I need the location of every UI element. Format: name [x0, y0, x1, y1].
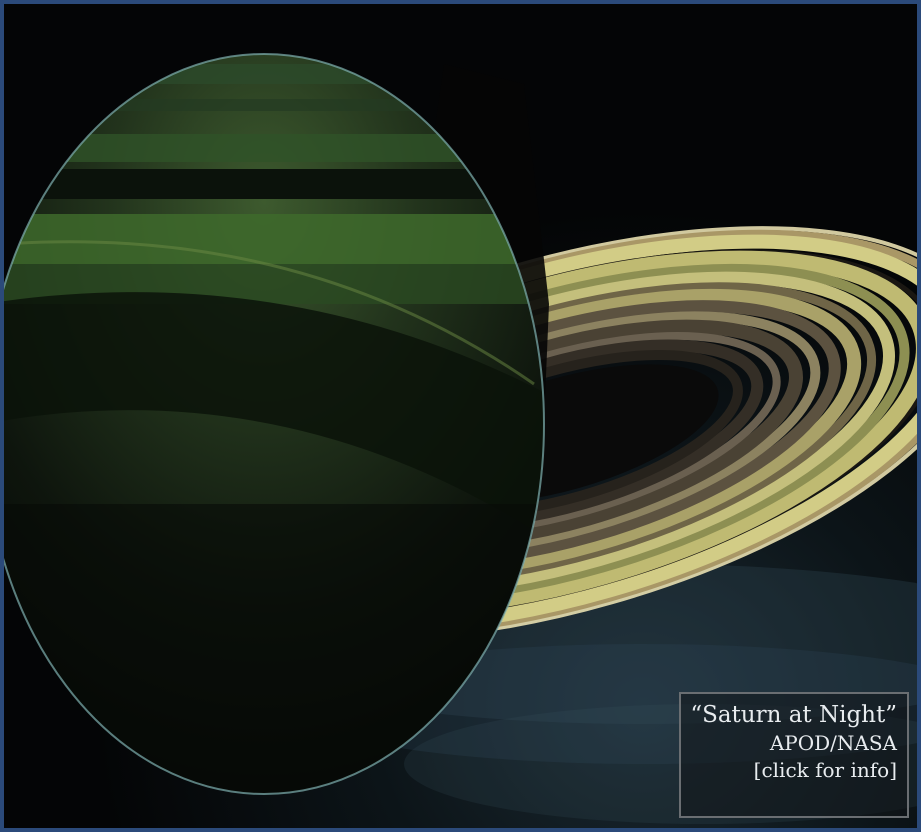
caption-credit: APOD/NASA — [769, 731, 897, 755]
saturn-planet — [4, 53, 545, 795]
click-for-info-link[interactable]: [click for info] — [753, 758, 897, 782]
image-caption-box[interactable]: “Saturn at Night” APOD/NASA [click for i… — [679, 692, 909, 818]
caption-title: “Saturn at Night” — [690, 702, 897, 728]
saturn-at-night-image[interactable] — [4, 4, 917, 828]
